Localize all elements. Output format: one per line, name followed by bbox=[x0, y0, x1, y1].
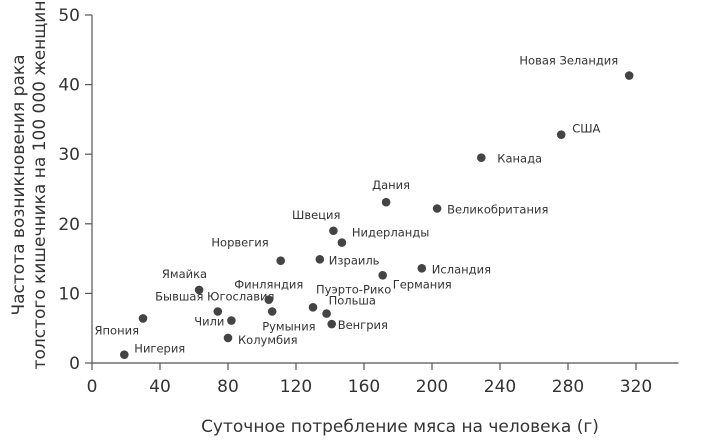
data-point bbox=[315, 254, 325, 264]
data-label: Ямайка bbox=[162, 267, 207, 281]
data-point bbox=[556, 130, 566, 140]
data-label: Швеция bbox=[292, 208, 340, 222]
data-label: Великобритания bbox=[447, 202, 548, 216]
data-label: Норвегия bbox=[211, 236, 268, 250]
data-point bbox=[267, 307, 277, 316]
data-point bbox=[327, 319, 337, 329]
data-point bbox=[432, 204, 442, 213]
data-label: Канада bbox=[497, 152, 542, 166]
data-point bbox=[120, 350, 129, 359]
data-point bbox=[264, 295, 274, 304]
data-label: Новая Зеландия bbox=[519, 54, 618, 68]
data-label: Чили bbox=[194, 315, 224, 329]
y-tick-label: 10 bbox=[58, 284, 80, 304]
data-label: Пуэрто-Рико bbox=[316, 282, 391, 296]
data-label: Финляндия bbox=[234, 278, 303, 292]
x-axis-title: Суточное потребление мяса на человека (г… bbox=[201, 417, 599, 437]
y-axis-title-line-1: Частота возникновения рака bbox=[9, 54, 29, 315]
data-point bbox=[194, 285, 204, 295]
y-axis-title-line-2: толстого кишечника на 100 000 женщин bbox=[30, 1, 50, 370]
data-points: Нигерия Япония Ямайка Бывшая Югославия Чили К… bbox=[95, 54, 634, 359]
data-label: Польша bbox=[329, 294, 376, 308]
x-tick-label: 120 bbox=[280, 377, 312, 397]
x-tick-label: 160 bbox=[348, 377, 380, 397]
x-tick-label: 200 bbox=[416, 377, 448, 397]
data-label: Исландия bbox=[432, 262, 491, 276]
data-label: Нидерланды bbox=[352, 226, 429, 240]
data-point bbox=[276, 256, 286, 265]
data-point bbox=[138, 314, 148, 323]
y-tick-label: 40 bbox=[58, 76, 80, 96]
data-label: Германия bbox=[393, 277, 452, 291]
data-point bbox=[227, 316, 236, 325]
data-label: Румыния bbox=[262, 319, 315, 333]
x-tick-label: 320 bbox=[620, 377, 652, 397]
data-label: Бывшая Югославия bbox=[155, 289, 274, 303]
data-point bbox=[223, 333, 233, 343]
y-tick-label: 30 bbox=[58, 145, 80, 165]
axes: 0 40 80 120 160 200 240 280 320 0 10 20 30 40 50 bbox=[58, 6, 679, 397]
data-label: Нигерия bbox=[134, 342, 185, 356]
x-tick-label: 40 bbox=[149, 377, 171, 397]
data-label: Япония bbox=[95, 323, 139, 337]
data-point bbox=[213, 307, 223, 316]
data-label: Венгрия bbox=[338, 318, 388, 332]
data-label: Дания bbox=[372, 178, 410, 192]
x-tick-label: 240 bbox=[484, 377, 516, 397]
data-point bbox=[477, 153, 486, 162]
data-point bbox=[417, 264, 427, 273]
data-point bbox=[381, 197, 391, 207]
y-tick-label: 50 bbox=[58, 6, 80, 26]
data-point bbox=[378, 271, 388, 280]
data-point bbox=[308, 303, 318, 312]
x-tick-label: 80 bbox=[217, 377, 239, 397]
x-tick-label: 0 bbox=[87, 377, 98, 397]
data-point bbox=[322, 309, 331, 318]
data-label: Израиль bbox=[329, 253, 380, 267]
data-point bbox=[337, 238, 347, 247]
data-point bbox=[329, 226, 338, 236]
data-label: США bbox=[572, 122, 600, 136]
y-tick-label: 0 bbox=[69, 354, 80, 374]
y-tick-label: 20 bbox=[58, 215, 80, 235]
data-label: Колумбия bbox=[238, 333, 298, 347]
x-tick-label: 280 bbox=[552, 377, 584, 397]
data-point bbox=[624, 71, 634, 80]
